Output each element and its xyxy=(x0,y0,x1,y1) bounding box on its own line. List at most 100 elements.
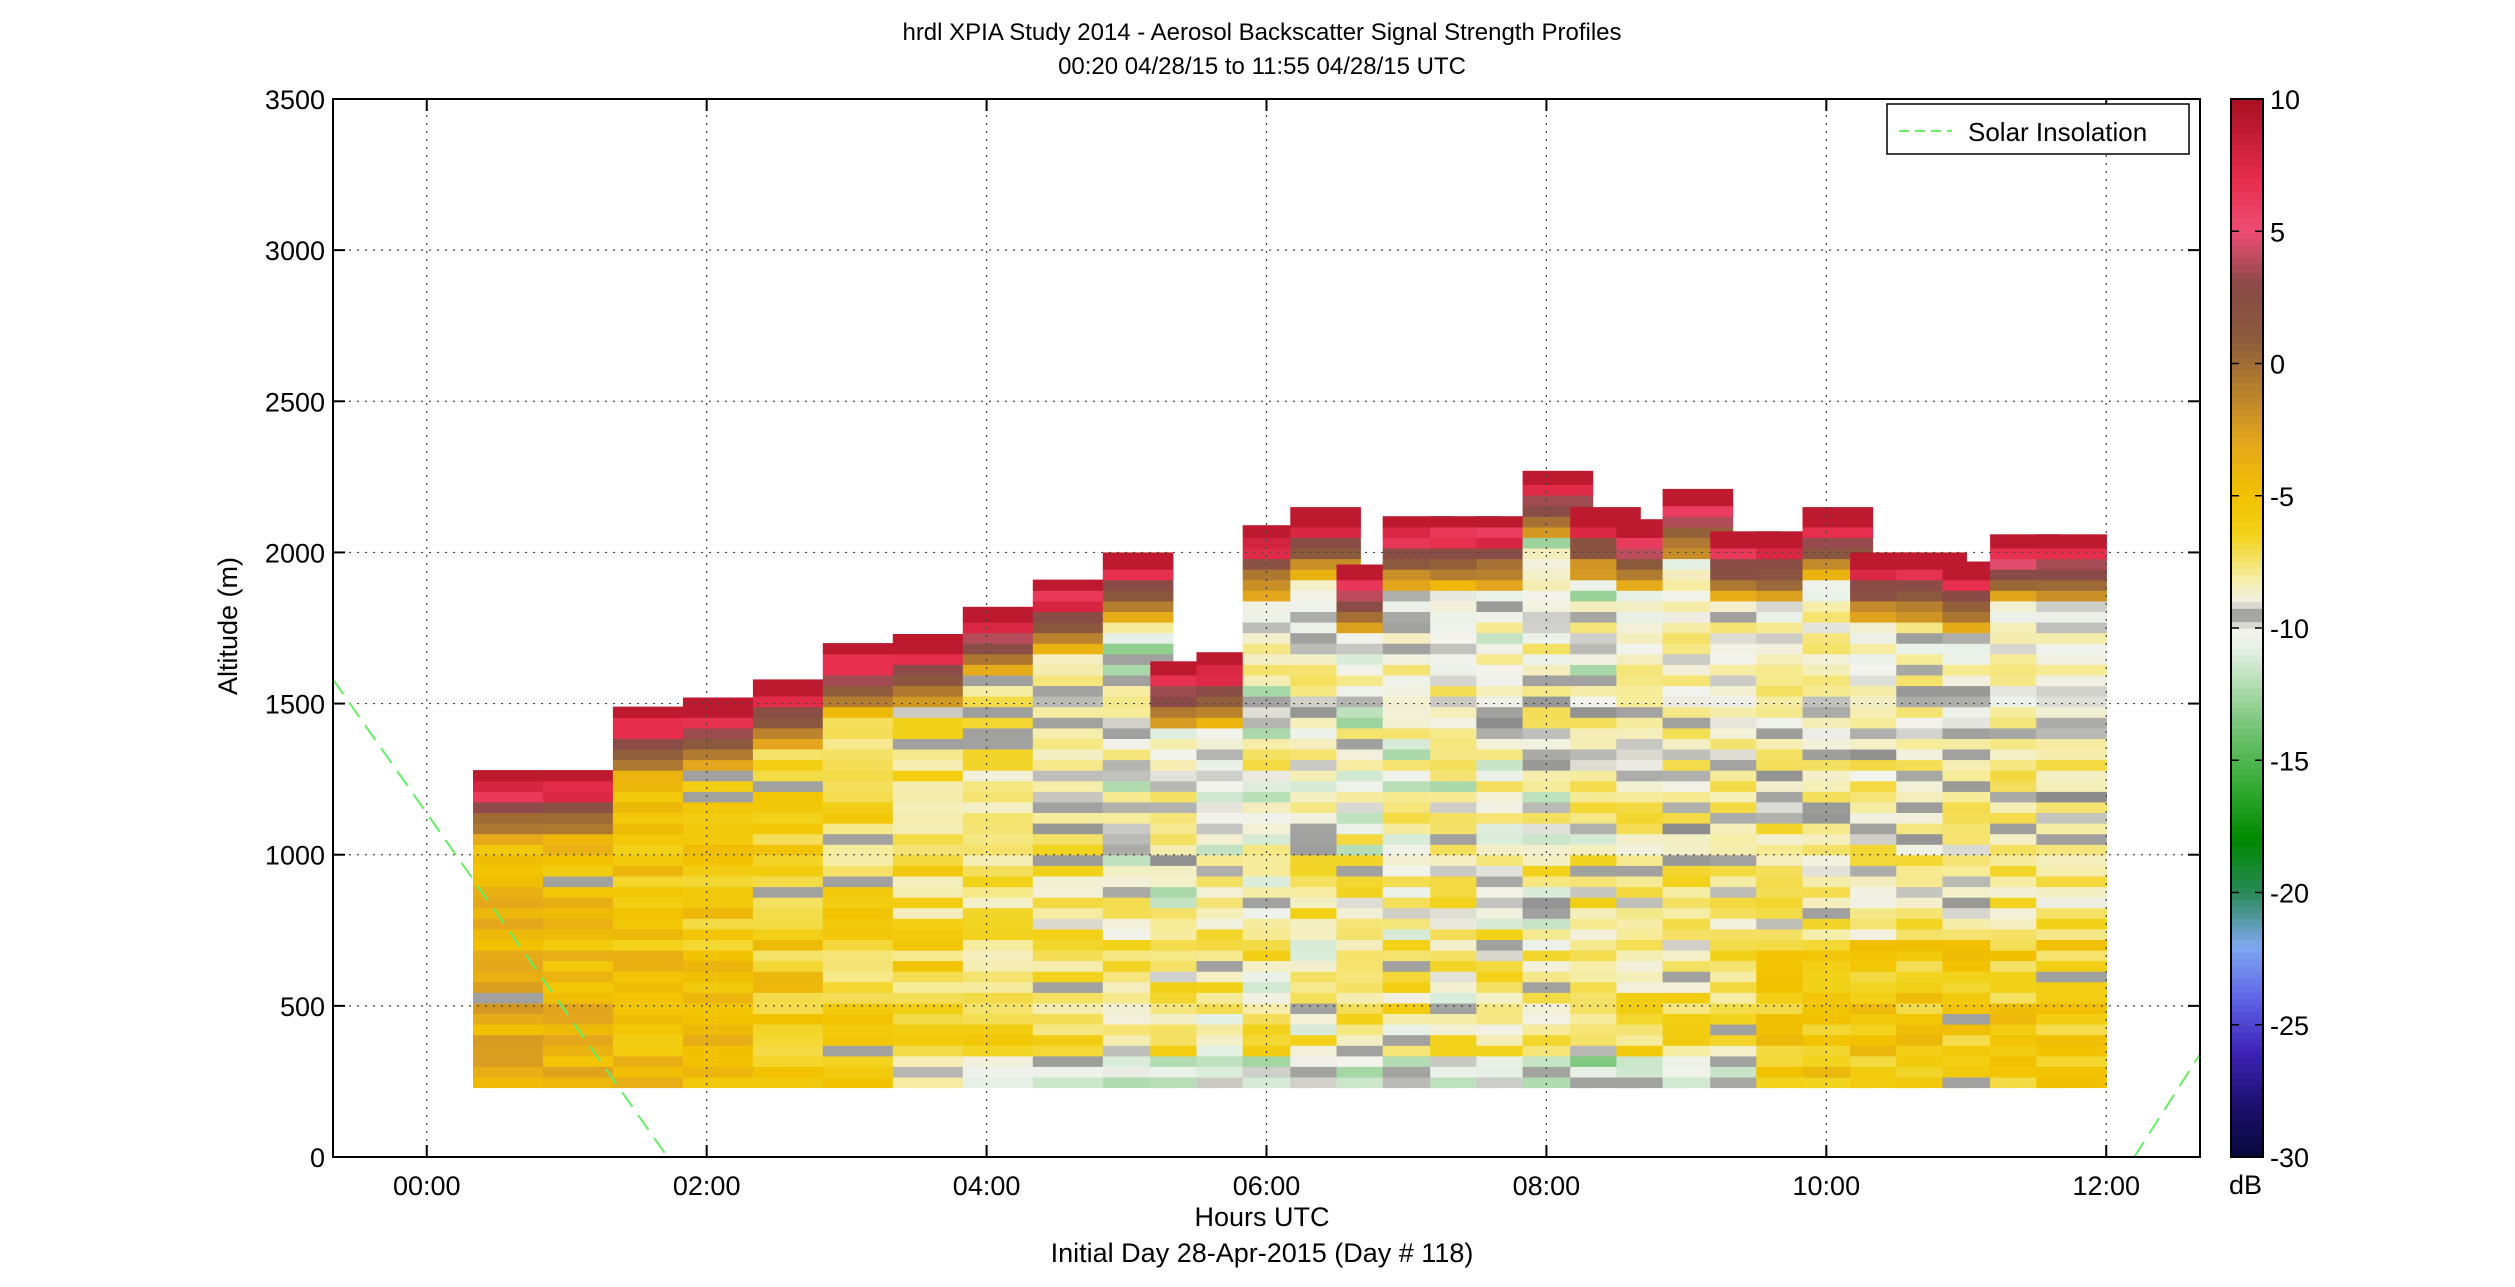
heatmap-cell xyxy=(2036,685,2107,697)
heatmap-cell xyxy=(1710,696,1781,708)
heatmap-cell xyxy=(1662,622,1734,634)
heatmap-cell xyxy=(1850,653,1921,665)
heatmap-cell xyxy=(1710,992,1781,1004)
heatmap-cell xyxy=(1522,1045,1594,1057)
heatmap-cell xyxy=(1662,949,1734,962)
heatmap-cell xyxy=(1242,1045,1314,1057)
heatmap-cell xyxy=(892,823,964,835)
heatmap-cell xyxy=(1476,622,1547,634)
heatmap-cell xyxy=(2036,1024,2107,1036)
heatmap-cell xyxy=(1942,1045,2014,1057)
heatmap-cell xyxy=(1942,1055,2014,1067)
heatmap-cell xyxy=(1710,653,1781,665)
grid-lines xyxy=(333,99,2200,1157)
heatmap-cell xyxy=(1102,611,1174,623)
heatmap-cell xyxy=(1032,1076,1104,1089)
colorbar-segment xyxy=(2231,998,2263,1006)
heatmap-cell xyxy=(1336,1045,1408,1057)
heatmap-cell xyxy=(1242,918,1314,930)
heatmap-cell xyxy=(1522,473,1594,485)
solar-insolation-line xyxy=(332,678,2201,1158)
heatmap-cell xyxy=(1990,844,2061,856)
heatmap-cell xyxy=(1196,1076,1268,1089)
heatmap-cell xyxy=(752,1013,824,1025)
heatmap-cell xyxy=(1430,1076,1501,1089)
heatmap-cell xyxy=(682,706,754,718)
heatmap-cell xyxy=(1336,759,1408,771)
heatmap-cell xyxy=(1430,960,1501,972)
heatmap-cell xyxy=(1802,791,1874,803)
heatmap-cell xyxy=(1850,971,1921,983)
heatmap-cell xyxy=(892,634,964,644)
heatmap-cell xyxy=(1570,558,1641,570)
heatmap-cell xyxy=(1476,812,1547,824)
heatmap-cell xyxy=(1476,685,1547,697)
heatmap-cell xyxy=(1522,823,1594,835)
heatmap-cell xyxy=(1802,971,1874,983)
heatmap-cell xyxy=(1336,664,1408,676)
colorbar-segment xyxy=(2231,945,2263,953)
heatmap-cell xyxy=(1032,590,1104,602)
heatmap-cell xyxy=(1990,939,2061,951)
x-tick-label: 02:00 xyxy=(673,1171,741,1201)
heatmap-cell xyxy=(1850,611,1921,623)
profile-column xyxy=(1616,519,1687,1089)
heatmap-cell xyxy=(1570,907,1641,919)
heatmap-cell xyxy=(1336,1024,1408,1036)
profile-column xyxy=(962,606,1034,1089)
heatmap-cell xyxy=(1756,759,1827,771)
chart-subtitle: 00:20 04/28/15 to 11:55 04/28/15 UTC xyxy=(1058,53,1466,80)
heatmap-cell xyxy=(1802,801,1874,813)
heatmap-cell xyxy=(2036,1055,2107,1067)
heatmap-cell xyxy=(1476,748,1547,761)
heatmap-cell xyxy=(2036,844,2107,856)
heatmap-cell xyxy=(1382,812,1454,824)
heatmap-cell xyxy=(1990,823,2061,835)
heatmap-cell xyxy=(1896,907,1967,919)
heatmap-cell xyxy=(1382,569,1454,581)
heatmap-cell xyxy=(1032,622,1104,634)
heatmap-cell xyxy=(1032,1055,1104,1067)
heatmap-cell xyxy=(1522,727,1594,739)
heatmap-cell xyxy=(612,780,684,792)
heatmap-cell xyxy=(1430,801,1501,813)
heatmap-cell xyxy=(1896,992,1967,1004)
heatmap-cell xyxy=(752,907,824,919)
heatmap-cell xyxy=(542,939,614,951)
heatmap-cell xyxy=(1942,812,2014,824)
heatmap-cell xyxy=(542,981,614,993)
heatmap-cell xyxy=(1896,780,1967,792)
heatmap-cell xyxy=(473,865,544,877)
colorbar-segment xyxy=(2231,1038,2263,1046)
heatmap-cell xyxy=(1522,981,1594,993)
heatmap-cell xyxy=(1290,674,1361,687)
heatmap-cell xyxy=(1382,1002,1454,1014)
heatmap-cell xyxy=(1896,770,1967,782)
heatmap-cell xyxy=(473,1034,544,1046)
heatmap-cell xyxy=(1242,1024,1314,1036)
heatmap-cell xyxy=(1850,823,1921,835)
heatmap-cell xyxy=(1756,918,1827,930)
heatmap-cell xyxy=(1290,992,1361,1004)
colorbar-segment xyxy=(2231,376,2263,384)
heatmap-cell xyxy=(1850,674,1921,687)
heatmap-cell xyxy=(1522,897,1594,909)
heatmap-cell xyxy=(473,801,544,813)
colorbar-segment xyxy=(2231,1077,2263,1085)
heatmap-cell xyxy=(1382,696,1454,708)
heatmap-cell xyxy=(1990,643,2061,655)
heatmap-cell xyxy=(1102,1002,1174,1014)
heatmap-cell xyxy=(1802,717,1874,729)
heatmap-cell xyxy=(962,960,1034,972)
heatmap-cell xyxy=(1430,854,1501,866)
heatmap-cell xyxy=(1942,1076,2014,1089)
heatmap-cell xyxy=(962,865,1034,877)
heatmap-cell xyxy=(612,981,684,993)
heatmap-cell xyxy=(752,928,824,940)
heatmap-cell xyxy=(1032,971,1104,983)
heatmap-cell xyxy=(1476,791,1547,803)
heatmap-cell xyxy=(1662,526,1734,538)
heatmap-cell xyxy=(1616,727,1687,739)
colorbar-segment xyxy=(2231,165,2263,173)
heatmap-cell xyxy=(1850,552,1921,559)
